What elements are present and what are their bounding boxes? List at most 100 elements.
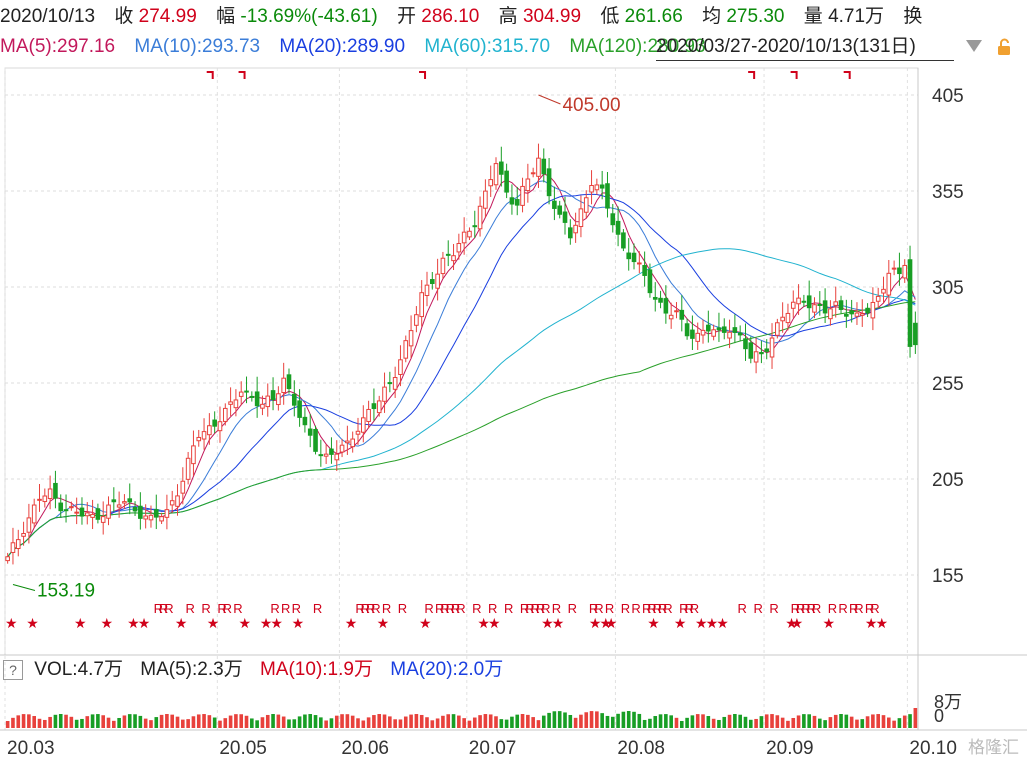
x-tick-label: 20.06 bbox=[341, 738, 389, 759]
signal-star: ★ bbox=[674, 615, 687, 631]
candle-up bbox=[854, 312, 860, 317]
candle-up bbox=[355, 430, 361, 435]
unlock-icon[interactable] bbox=[995, 38, 1013, 56]
volume-bar bbox=[430, 720, 435, 728]
signal-r: R bbox=[801, 601, 810, 616]
signal-star: ★ bbox=[488, 615, 501, 631]
volume-bar bbox=[844, 714, 849, 728]
volume-bar bbox=[372, 715, 376, 728]
candle-up bbox=[780, 316, 785, 322]
signal-r: R bbox=[456, 601, 465, 616]
candle-up bbox=[488, 179, 493, 187]
volume-bar bbox=[175, 716, 180, 728]
quote-summary: 2020/10/13 收 274.99 幅 -13.69%(-43.61) 开 … bbox=[0, 4, 922, 30]
candle-up bbox=[180, 480, 186, 494]
signal-star: ★ bbox=[419, 615, 432, 631]
candle-up bbox=[201, 431, 207, 440]
signal-r: R bbox=[621, 601, 630, 616]
candle-up bbox=[260, 403, 265, 409]
signal-r: R bbox=[446, 601, 455, 616]
date-range-selector[interactable]: 2020/03/27-2020/10/13(131日) bbox=[656, 34, 954, 61]
candle-up bbox=[891, 267, 897, 270]
candle-up bbox=[668, 314, 674, 320]
volume-bar bbox=[112, 720, 116, 728]
top-marker bbox=[843, 71, 851, 79]
signal-r: R bbox=[552, 601, 561, 616]
candle-up bbox=[796, 297, 801, 305]
signal-r: R bbox=[690, 601, 699, 616]
candle-down bbox=[721, 326, 727, 333]
candle-up bbox=[674, 310, 679, 313]
help-icon[interactable]: ? bbox=[3, 659, 23, 680]
volume-bar bbox=[425, 717, 429, 728]
volume-bar bbox=[27, 714, 31, 728]
volume-bar bbox=[685, 717, 689, 728]
candle-up bbox=[164, 509, 170, 518]
candle-down bbox=[499, 161, 504, 175]
volume-bar bbox=[865, 716, 870, 728]
signal-star: ★ bbox=[791, 615, 804, 631]
signal-r: R bbox=[424, 601, 433, 616]
volume-bar bbox=[780, 717, 785, 728]
candle-up bbox=[859, 313, 865, 316]
candle-up bbox=[589, 184, 594, 193]
ma-line-ma120 bbox=[7, 301, 916, 558]
high-annotation-label: 405.00 bbox=[562, 95, 620, 116]
signal-star: ★ bbox=[26, 615, 39, 631]
volume-bar bbox=[21, 714, 26, 728]
candle-up bbox=[238, 391, 244, 397]
candle-down bbox=[748, 342, 754, 359]
candle-down bbox=[79, 507, 85, 517]
signal-star: ★ bbox=[605, 615, 618, 631]
candle-up bbox=[207, 425, 212, 436]
volume-bar bbox=[90, 714, 95, 728]
volume-bar bbox=[658, 714, 663, 728]
volume-bar bbox=[409, 714, 413, 728]
volume-bar bbox=[16, 715, 21, 728]
signal-r: R bbox=[292, 601, 301, 616]
ma-legend: MA(5):297.16 MA(10):293.73 MA(20):289.90… bbox=[0, 34, 706, 60]
volume-bar bbox=[674, 717, 679, 728]
volume-bar bbox=[733, 714, 737, 728]
candle-up bbox=[339, 444, 345, 453]
ma-line-ma5 bbox=[7, 173, 916, 558]
volume-bar bbox=[881, 715, 886, 728]
volume-bar bbox=[308, 714, 313, 728]
candle-down bbox=[817, 303, 823, 306]
volume-bar bbox=[786, 720, 790, 728]
candle-up bbox=[276, 393, 281, 406]
volume-bar bbox=[361, 720, 366, 728]
signal-r: R bbox=[791, 601, 800, 616]
candle-up bbox=[578, 208, 584, 228]
volume-bar bbox=[759, 716, 764, 728]
volume-bar bbox=[377, 714, 382, 728]
volume-bar bbox=[488, 714, 493, 728]
signal-r: R bbox=[679, 601, 688, 616]
signal-r: R bbox=[435, 601, 444, 616]
signal-r: R bbox=[223, 601, 232, 616]
volume-bar bbox=[292, 719, 297, 728]
signal-r: R bbox=[605, 601, 614, 616]
volume-bar bbox=[839, 714, 843, 728]
close-value: 274.99 bbox=[138, 6, 197, 27]
volume-bar bbox=[722, 716, 727, 728]
dropdown-arrow-icon[interactable] bbox=[966, 40, 982, 52]
y-tick-label: 255 bbox=[932, 374, 964, 395]
candle-down bbox=[307, 428, 313, 436]
signal-r: R bbox=[589, 601, 598, 616]
signal-star: ★ bbox=[101, 615, 114, 631]
ma20-legend: MA(20):289.90 bbox=[279, 36, 406, 57]
signal-r: R bbox=[281, 601, 290, 616]
volume-bar bbox=[701, 714, 705, 728]
signal-r: R bbox=[807, 601, 816, 616]
signal-r: R bbox=[164, 601, 173, 616]
signal-r: R bbox=[753, 601, 762, 616]
candle-up bbox=[281, 377, 286, 394]
high-annotation-pointer bbox=[538, 94, 561, 105]
close-label: 收 bbox=[114, 6, 134, 27]
signal-star: ★ bbox=[647, 615, 660, 631]
candle-up bbox=[222, 407, 228, 422]
candle-down bbox=[615, 220, 621, 235]
